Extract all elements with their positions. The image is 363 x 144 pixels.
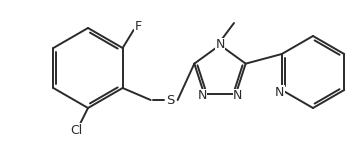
Text: Cl: Cl (70, 124, 82, 137)
Text: N: N (197, 89, 207, 102)
Text: S: S (167, 93, 175, 107)
Text: N: N (275, 86, 285, 98)
Text: N: N (215, 38, 225, 52)
Text: F: F (135, 19, 142, 33)
Text: N: N (233, 89, 242, 102)
